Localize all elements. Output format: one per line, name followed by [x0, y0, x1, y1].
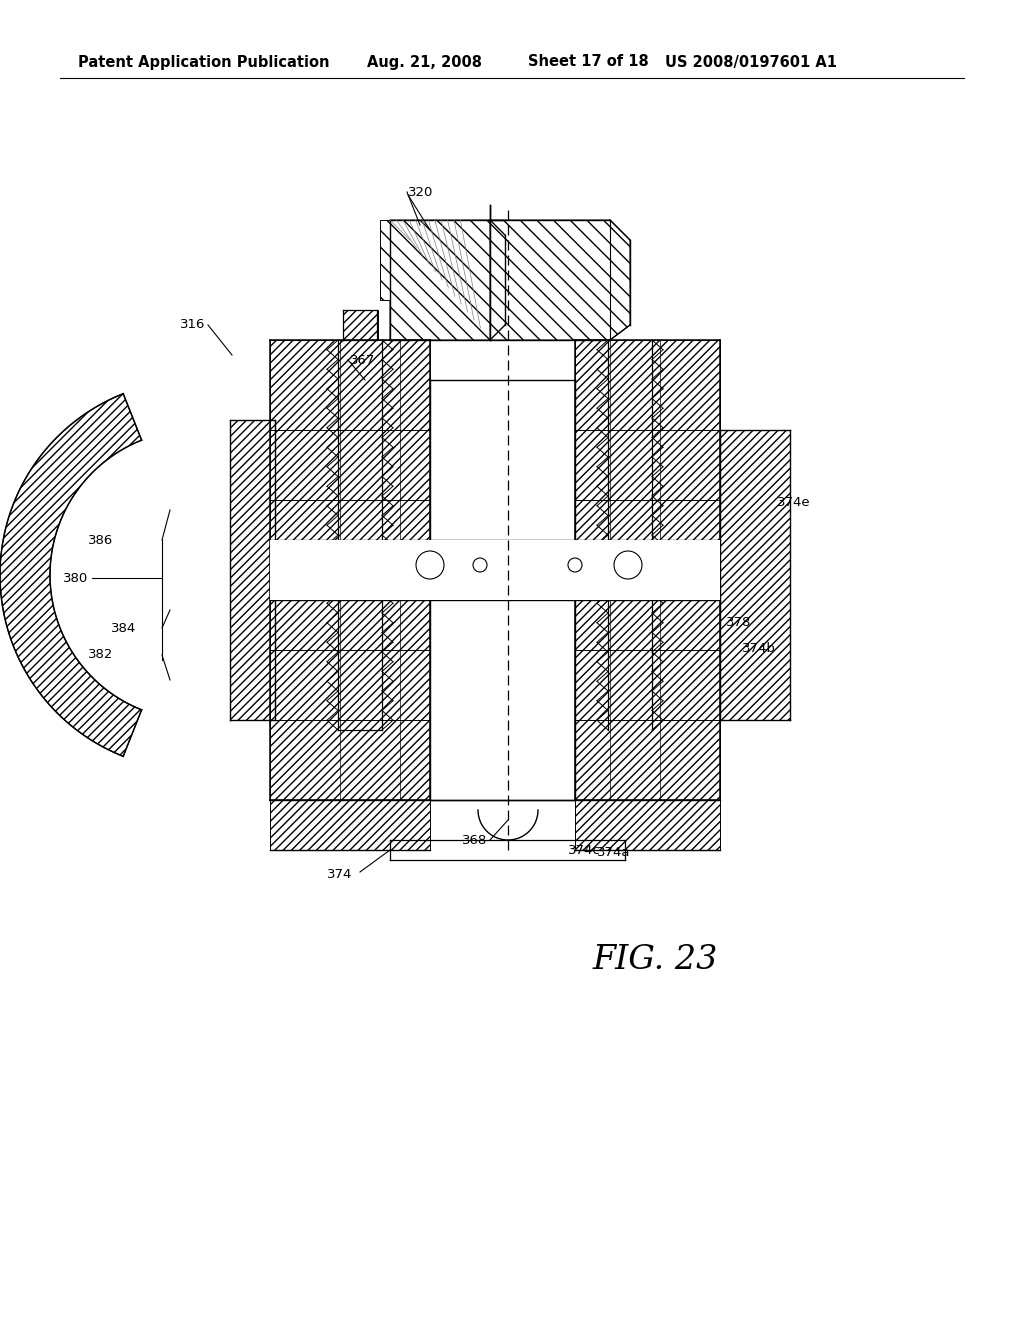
Bar [720, 430, 790, 719]
Text: Patent Application Publication: Patent Application Publication [78, 54, 330, 70]
Text: 374e: 374e [777, 496, 811, 510]
Bar [343, 310, 378, 341]
Text: 382: 382 [88, 648, 113, 661]
Text: 374a: 374a [597, 846, 631, 859]
Text: 374c: 374c [568, 845, 601, 858]
Circle shape [473, 558, 487, 572]
Text: 378: 378 [726, 616, 752, 630]
Text: 380: 380 [62, 572, 88, 585]
Text: FIG. 23: FIG. 23 [592, 944, 718, 975]
Bar [430, 380, 575, 800]
Bar [270, 800, 430, 850]
Text: Sheet 17 of 18: Sheet 17 of 18 [528, 54, 649, 70]
Text: 320: 320 [408, 186, 433, 198]
Text: 367: 367 [350, 354, 376, 367]
Bar [270, 341, 430, 800]
Bar [575, 800, 720, 850]
Text: 384: 384 [111, 622, 136, 635]
Text: Aug. 21, 2008: Aug. 21, 2008 [367, 54, 482, 70]
Polygon shape [390, 220, 505, 341]
Text: 386: 386 [88, 533, 113, 546]
Circle shape [568, 558, 582, 572]
Bar [270, 540, 720, 601]
Bar [380, 220, 390, 300]
Bar [575, 341, 720, 800]
Circle shape [614, 550, 642, 579]
Bar [230, 420, 275, 719]
Polygon shape [0, 393, 141, 756]
Text: 374b: 374b [742, 642, 776, 655]
Text: 316: 316 [179, 318, 205, 331]
Text: 374: 374 [328, 869, 352, 882]
Circle shape [416, 550, 444, 579]
Text: US 2008/0197601 A1: US 2008/0197601 A1 [665, 54, 837, 70]
Polygon shape [490, 220, 630, 341]
Text: 368: 368 [462, 833, 487, 846]
